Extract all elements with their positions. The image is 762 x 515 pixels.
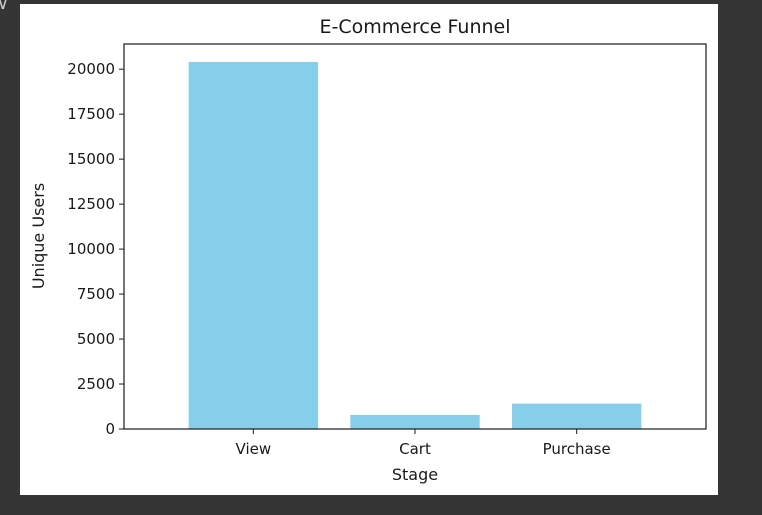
bar-cart: [350, 414, 480, 429]
bars: [188, 61, 642, 429]
x-tick-label: View: [236, 440, 272, 458]
chart-title: E-Commerce Funnel: [319, 16, 510, 38]
bar-purchase: [512, 403, 642, 429]
chart-figure: E-Commerce Funnel 0 2500 5000 7500 10000 1250…: [20, 4, 718, 495]
y-tick-label: 7500: [77, 285, 115, 303]
x-axis-label: Stage: [392, 465, 438, 484]
y-axis-label: Unique Users: [29, 183, 48, 289]
plot-frame: [123, 43, 707, 430]
y-tick-label: 17500: [67, 105, 115, 123]
chevron-down-icon[interactable]: ∨: [0, 0, 9, 13]
y-tick-label: 15000: [67, 150, 115, 168]
x-tick-label: Cart: [399, 440, 431, 458]
x-tick-label: Purchase: [543, 440, 611, 458]
x-axis: View Cart Purchase: [236, 429, 611, 458]
y-tick-label: 12500: [67, 195, 115, 213]
y-tick-label: 0: [105, 420, 115, 438]
y-axis: 0 2500 5000 7500 10000 12500 15000 17500 20000: [67, 60, 124, 438]
bar-view: [188, 61, 318, 429]
y-tick-label: 20000: [67, 60, 115, 78]
y-tick-label: 5000: [77, 330, 115, 348]
y-tick-label: 2500: [77, 375, 115, 393]
y-tick-label: 10000: [67, 240, 115, 258]
bar-chart: E-Commerce Funnel 0 2500 5000 7500 10000 1250…: [29, 16, 707, 484]
